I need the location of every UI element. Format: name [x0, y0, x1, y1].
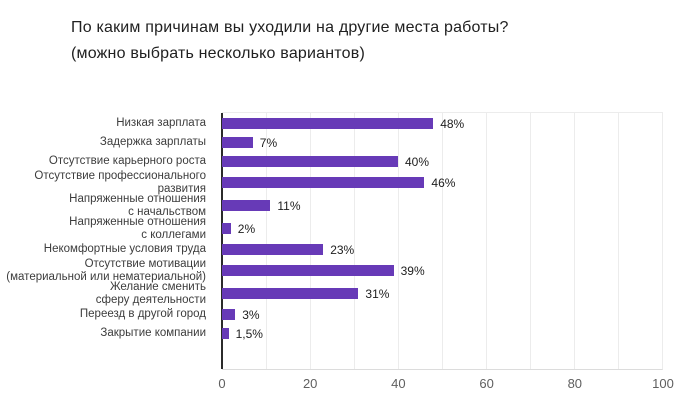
- bar-row: Отсутствие мотивации (материальной или не…: [0, 258, 663, 283]
- x-tick-label: 80: [567, 376, 583, 391]
- category-label: Низкая зарплата: [116, 117, 206, 130]
- category-label: Напряженные отношения с коллегами: [69, 216, 206, 241]
- bar-rows: Низкая зарплата 48% Задержка зарплаты 7% Отс…: [0, 112, 663, 343]
- bar[interactable]: [222, 265, 394, 276]
- bar-row: Задержка зарплаты 7%: [0, 133, 663, 152]
- category-label: Закрытие компании: [100, 327, 206, 340]
- x-axis-tick-labels: 0 20 40 60 80 100: [218, 376, 673, 392]
- value-label: 31%: [365, 286, 390, 301]
- value-label: 1,5%: [235, 326, 263, 341]
- bar[interactable]: [222, 177, 425, 188]
- category-label: Задержка зарплаты: [99, 136, 206, 149]
- bar-track: 46%: [222, 171, 662, 194]
- value-label: 23%: [330, 242, 355, 257]
- bar-track: 1,5%: [222, 324, 662, 343]
- category-label: Желание сменить сферу деятельности: [95, 281, 206, 306]
- bar[interactable]: [222, 244, 324, 255]
- bar-track: 3%: [222, 305, 662, 324]
- category-label: Напряженные отношения с начальством: [69, 193, 206, 218]
- value-label: 11%: [277, 198, 301, 213]
- bar-row: Отсутствие профессионального развития 46%: [0, 170, 663, 195]
- bar-track: 2%: [222, 217, 662, 240]
- value-label: 7%: [259, 135, 278, 150]
- x-tick-label: 0: [218, 376, 226, 391]
- category-label: Отсутствие карьерного роста: [48, 155, 206, 168]
- value-label: 40%: [405, 154, 430, 169]
- bar-track: 39%: [222, 259, 662, 282]
- bar-row: Переезд в другой город 3%: [0, 305, 663, 324]
- bar-track: 31%: [222, 282, 662, 305]
- category-label: Переезд в другой город: [79, 308, 206, 321]
- value-label: 39%: [400, 263, 425, 278]
- bar[interactable]: [222, 288, 359, 299]
- bar[interactable]: [222, 156, 398, 167]
- bar[interactable]: [222, 118, 434, 129]
- bar-track: 48%: [222, 114, 662, 133]
- bar-track: 11%: [222, 194, 662, 217]
- bar-row: Желание сменить сферу деятельности 31%: [0, 281, 663, 306]
- bar[interactable]: [222, 309, 236, 320]
- x-tick-label: 100: [652, 376, 674, 391]
- bar-track: 7%: [222, 133, 662, 152]
- bar-row: Некомфортные условия труда 23%: [0, 240, 663, 259]
- y-axis-line: [221, 113, 223, 369]
- chart-subtitle: (можно выбрать несколько вариантов): [71, 45, 365, 62]
- bar-row: Отсутствие карьерного роста 40%: [0, 152, 663, 171]
- bar[interactable]: [222, 137, 253, 148]
- value-label: 46%: [431, 175, 456, 190]
- bar-track: 23%: [222, 240, 662, 259]
- category-label: Отсутствие мотивации (материальной или не…: [6, 258, 206, 283]
- chart-title: По каким причинам вы уходили на другие м…: [71, 19, 509, 36]
- plot-area: [221, 112, 663, 370]
- chart-title-block: По каким причинам вы уходили на другие м…: [71, 15, 651, 67]
- bar[interactable]: [222, 223, 231, 234]
- bar-track: 40%: [222, 152, 662, 171]
- bar[interactable]: [222, 200, 271, 211]
- bar-row: Низкая зарплата 48%: [0, 114, 663, 133]
- bar-row: Напряженные отношения с коллегами 2%: [0, 216, 663, 241]
- x-tick-label: 40: [391, 376, 406, 391]
- value-label: 2%: [237, 221, 256, 236]
- x-tick-label: 20: [302, 376, 318, 391]
- bar-row: Напряженные отношения с начальством 11%: [0, 193, 663, 218]
- x-tick-label: 60: [479, 376, 494, 391]
- value-label: 3%: [242, 307, 260, 322]
- bar-row: Закрытие компании 1,5%: [0, 324, 663, 343]
- category-label: Отсутствие профессионального развития: [34, 170, 206, 195]
- category-label: Некомфортные условия труда: [43, 243, 206, 256]
- value-label: 48%: [440, 116, 465, 131]
- bar[interactable]: [222, 328, 229, 339]
